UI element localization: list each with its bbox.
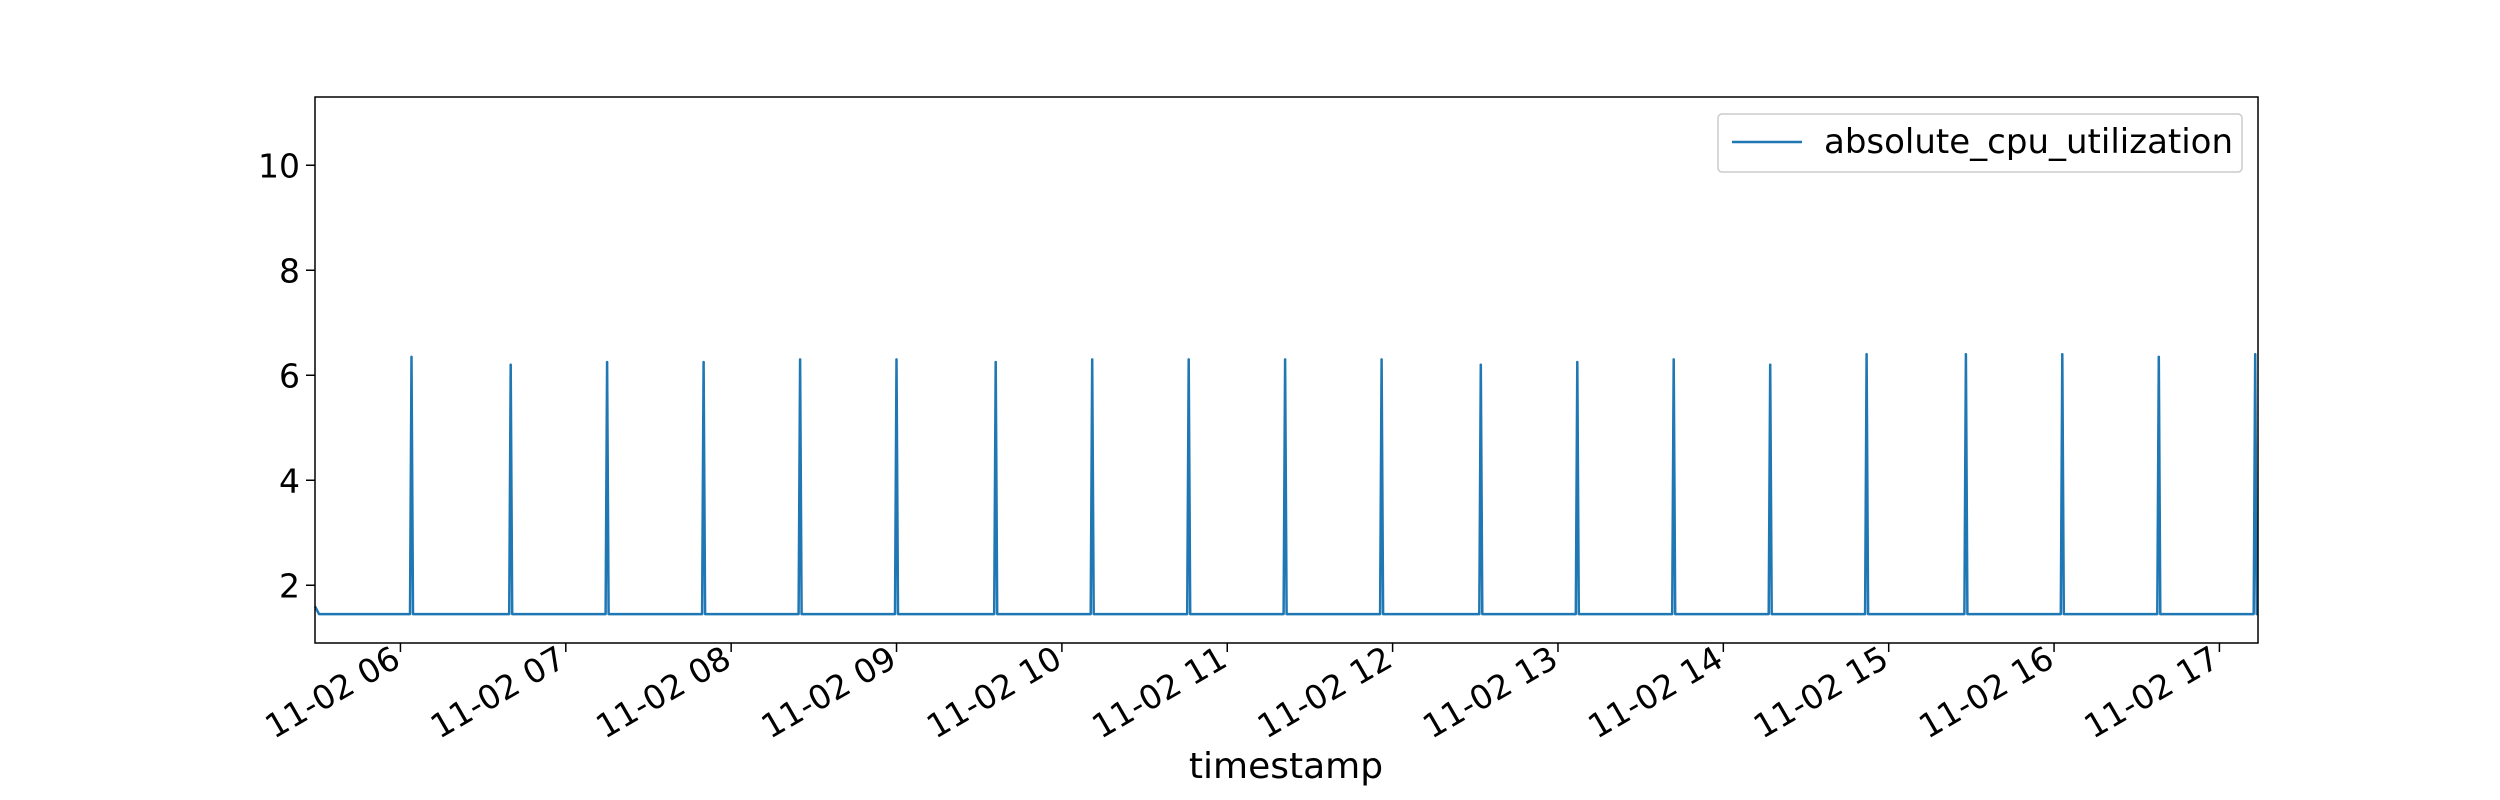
y-tick-label: 4 (279, 461, 300, 500)
spike-point (2157, 355, 2160, 359)
y-axis: 2 4 6 8 10 (258, 146, 315, 605)
series-layer (313, 353, 2258, 616)
y-tick-label: 2 (279, 566, 300, 605)
legend-label: absolute_cpu_utilization (1824, 122, 2233, 162)
spike-point (994, 360, 997, 364)
legend-box (1717, 113, 2243, 173)
spike-point (605, 360, 609, 364)
spike-point (2061, 353, 2064, 356)
spike-point (1769, 363, 1772, 366)
spike-point (798, 358, 802, 361)
spike-point (1380, 358, 1383, 361)
y-tick-label: 6 (279, 356, 300, 395)
spike-point (1283, 358, 1287, 361)
spike-point (509, 363, 512, 366)
spike-point (1672, 358, 1675, 361)
spike-point (1187, 358, 1190, 361)
series-line (313, 353, 2258, 616)
y-tick-label: 8 (279, 251, 300, 290)
plot-frame (314, 96, 2259, 644)
x-axis-label: timestamp (1189, 746, 1383, 787)
legend: absolute_cpu_utilization (1717, 113, 2243, 173)
spike-point (1964, 353, 1968, 356)
y-tick-label: 10 (258, 146, 300, 185)
spike-point (702, 360, 705, 364)
spike-point (1865, 353, 1868, 356)
spike-point (1091, 358, 1094, 361)
spike-point (1479, 363, 1483, 366)
spike-point (1576, 360, 1579, 364)
spike-point (895, 358, 898, 361)
spike-point (2254, 353, 2257, 356)
spike-point (410, 355, 413, 359)
